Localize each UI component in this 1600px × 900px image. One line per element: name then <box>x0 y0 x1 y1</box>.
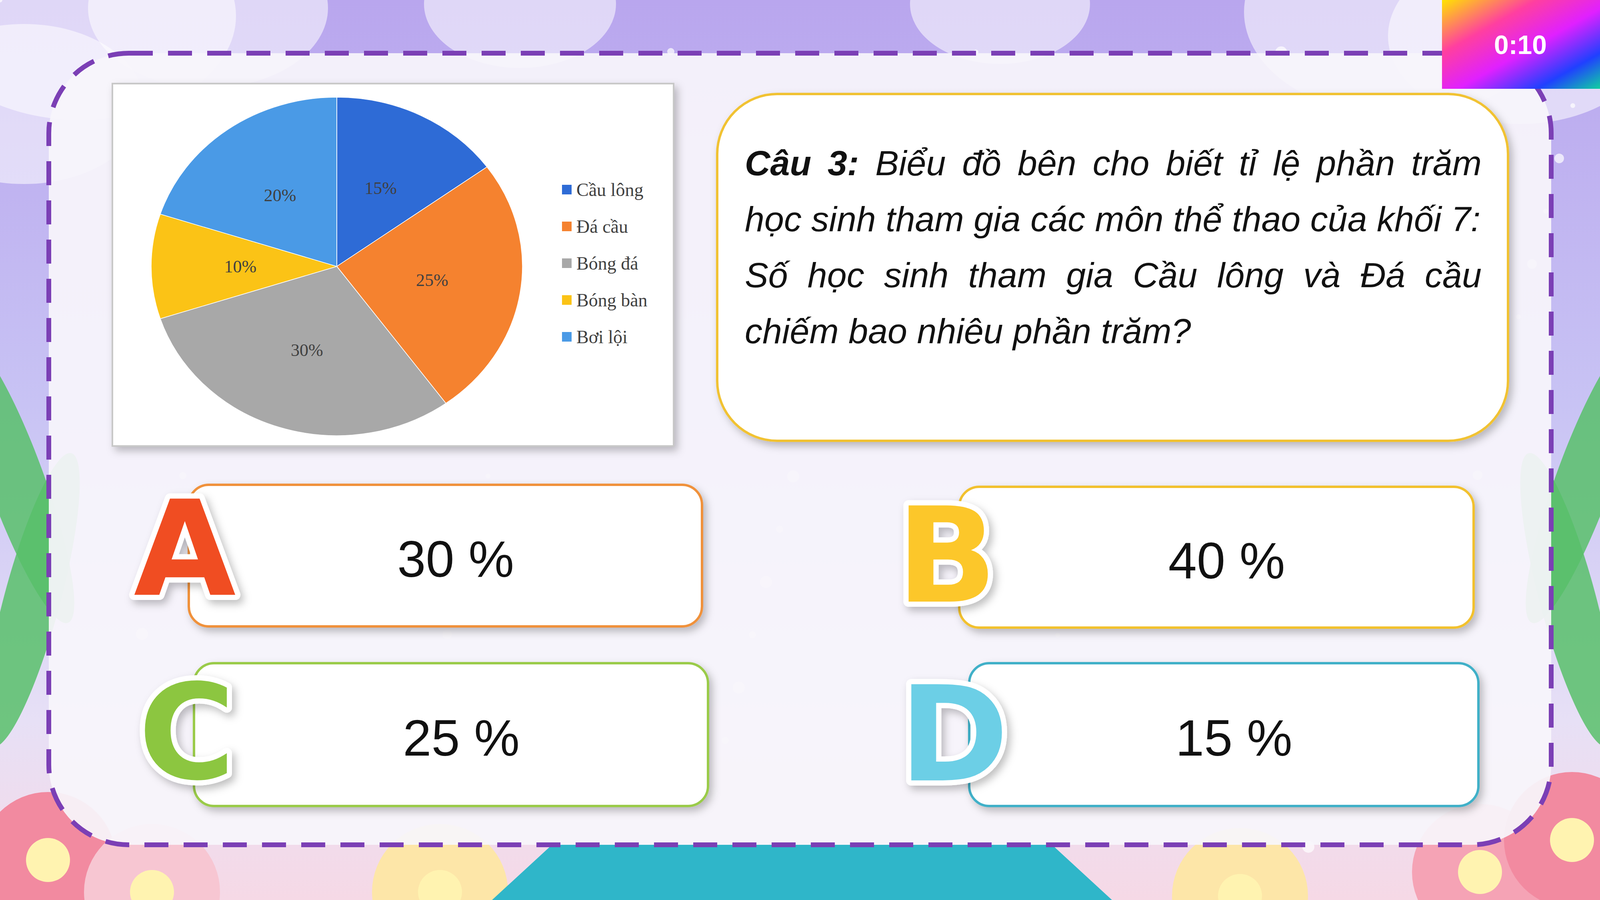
flower-center <box>1218 874 1262 900</box>
answer-box <box>188 484 702 627</box>
question-number: Câu 3: <box>744 143 859 183</box>
answer-text: 30 % <box>397 530 514 588</box>
answer-option[interactable]: 15 % D <box>899 658 1479 812</box>
answer-option[interactable]: 30 % A <box>133 472 702 627</box>
slide-canvas: 0:10 15% 25% 30% 10% 20% Cầu lông Đá cầu Bóng đá… <box>0 0 1600 900</box>
answer-text: 25 % <box>402 709 520 767</box>
timer: 0:10 <box>1494 30 1547 60</box>
data-label: 20% <box>264 185 297 206</box>
flower-center <box>1550 818 1594 862</box>
background <box>0 0 1600 900</box>
question-prompt: Số học sinh tham gia Cầu lông và Đá cầu … <box>744 247 1482 360</box>
data-label: 15% <box>364 178 397 198</box>
space <box>858 143 876 183</box>
answer-letter: B <box>896 479 998 633</box>
legend-swatch <box>562 184 572 195</box>
flower-center <box>130 870 174 900</box>
answer-letter: A <box>133 472 237 626</box>
legend-swatch <box>562 221 572 232</box>
legend-label: Bóng bàn <box>576 290 648 311</box>
flower-center <box>1458 850 1502 894</box>
data-label: 25% <box>416 270 449 290</box>
data-labels: 15% 25% 30% 10% 20% <box>224 178 448 360</box>
question-paragraph: Câu 3: Biểu đồ bên cho biết tỉ lệ phần t… <box>744 135 1482 248</box>
flower-center <box>26 838 70 882</box>
sparkle <box>1554 153 1564 164</box>
sparkle <box>1570 103 1576 108</box>
decoration <box>0 0 1600 900</box>
legend-swatch <box>562 295 572 305</box>
stage-floor <box>492 844 1112 900</box>
answers: 30 % A 40 % B 25 % C 15 % D <box>133 472 1479 812</box>
answer-letter: C <box>138 656 236 810</box>
legend-label: Bóng đá <box>576 253 639 274</box>
answer-option[interactable]: 25 % C <box>138 656 708 810</box>
legend-label: Bơi lội <box>576 326 628 348</box>
legend-label: Đá cầu <box>576 216 628 237</box>
pie-slice <box>160 97 337 267</box>
answer-letter: D <box>899 658 1009 812</box>
card <box>48 53 1552 845</box>
legend-swatch <box>562 332 572 342</box>
data-label: 30% <box>290 340 324 360</box>
sparkle <box>0 0 3 3</box>
question-box <box>717 94 1508 441</box>
data-label: 10% <box>224 256 257 277</box>
flower-center <box>418 870 462 900</box>
answer-option[interactable]: 40 % B <box>896 479 1474 633</box>
question: Câu 3: Biểu đồ bên cho biết tỉ lệ phần t… <box>744 135 1482 360</box>
answer-text: 40 % <box>1168 532 1286 590</box>
answer-box <box>959 486 1474 628</box>
legend-label: Cầu lông <box>576 179 644 200</box>
answer-box <box>969 663 1479 806</box>
legend-swatch <box>562 258 572 268</box>
answer-text: 15 % <box>1175 709 1293 767</box>
pie <box>151 97 523 436</box>
answer-box <box>194 663 708 806</box>
chart-frame <box>112 83 674 446</box>
slide: 0:10 15% 25% 30% 10% 20% Cầu lông Đá cầu Bóng đá… <box>0 0 1600 900</box>
timer-box <box>1442 0 1600 89</box>
legend: Cầu lông Đá cầu Bóng đá Bóng bàn Bơi lội <box>562 179 648 348</box>
